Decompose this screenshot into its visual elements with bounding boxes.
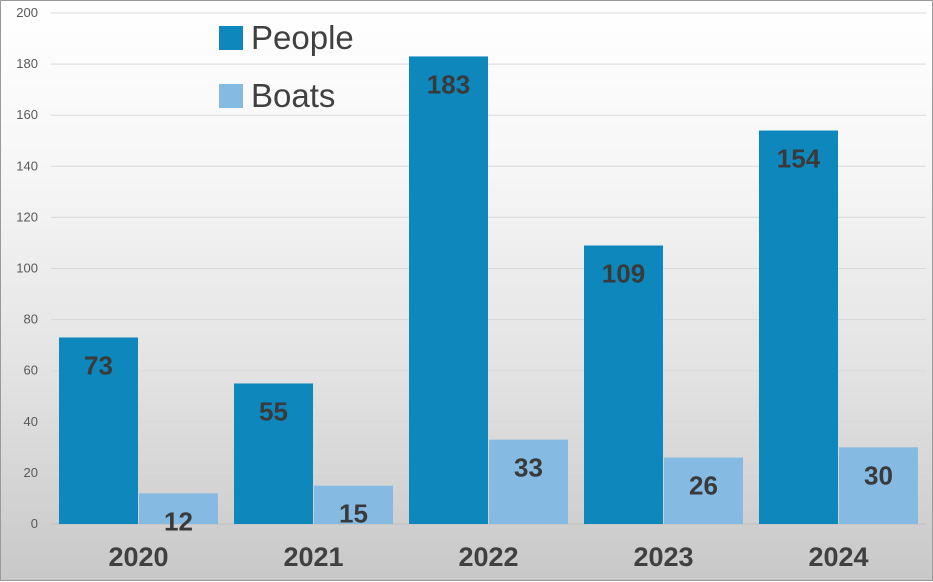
y-tick-label: 120 bbox=[16, 209, 38, 224]
data-labels: 73 12 55 15 183 33 109 26 154 30 bbox=[84, 69, 893, 536]
y-tick-label: 160 bbox=[16, 107, 38, 122]
gridlines bbox=[51, 12, 926, 525]
data-label-people-2024: 154 bbox=[777, 144, 821, 174]
legend-item-boats: Boats bbox=[219, 67, 354, 125]
legend-label-boats: Boats bbox=[251, 77, 336, 114]
y-tick-label: 100 bbox=[16, 261, 38, 276]
data-label-boats-2023: 26 bbox=[689, 471, 718, 501]
bar-people-2022 bbox=[409, 56, 488, 525]
data-label-people-2020: 73 bbox=[84, 350, 113, 380]
bar-boats-2021 bbox=[314, 485, 393, 524]
bar-people-2021 bbox=[234, 383, 313, 524]
x-category-label: 2023 bbox=[633, 542, 693, 572]
legend: People Boats bbox=[219, 9, 354, 125]
data-label-boats-2022: 33 bbox=[514, 453, 543, 483]
x-category-label: 2020 bbox=[108, 542, 168, 572]
y-tick-label: 60 bbox=[24, 363, 38, 378]
legend-swatch-people bbox=[219, 26, 243, 50]
x-category-label: 2024 bbox=[808, 542, 868, 572]
y-tick-label: 40 bbox=[24, 414, 38, 429]
x-category-label: 2022 bbox=[458, 542, 518, 572]
bar-people-2023 bbox=[584, 245, 663, 524]
data-label-people-2023: 109 bbox=[602, 259, 645, 289]
y-axis-tick-labels: 0 20 40 60 80 100 120 140 160 180 200 bbox=[16, 5, 38, 531]
y-tick-label: 80 bbox=[24, 312, 38, 327]
bar-boats-2020 bbox=[139, 493, 218, 524]
y-tick-label: 180 bbox=[16, 56, 38, 71]
y-tick-label: 20 bbox=[24, 465, 38, 480]
legend-swatch-boats bbox=[219, 84, 243, 108]
data-label-people-2021: 55 bbox=[259, 396, 288, 426]
x-axis-category-labels: 2020 2021 2022 2023 2024 bbox=[108, 542, 868, 572]
bar-boats-2023 bbox=[664, 457, 743, 524]
data-label-boats-2020: 12 bbox=[164, 506, 193, 536]
data-label-boats-2021: 15 bbox=[339, 499, 368, 529]
bar-people-2020 bbox=[59, 337, 138, 524]
x-category-label: 2021 bbox=[283, 542, 343, 572]
data-label-people-2022: 183 bbox=[427, 69, 470, 99]
data-label-boats-2024: 30 bbox=[864, 460, 893, 490]
bar-boats-2024 bbox=[839, 447, 918, 524]
bar-people-2024 bbox=[759, 130, 838, 524]
y-tick-label: 0 bbox=[31, 516, 38, 531]
bar-boats-2022 bbox=[489, 439, 568, 524]
bars bbox=[59, 56, 918, 525]
legend-label-people: People bbox=[251, 19, 354, 56]
y-tick-label: 200 bbox=[16, 5, 38, 20]
y-tick-label: 140 bbox=[16, 158, 38, 173]
legend-item-people: People bbox=[219, 9, 354, 67]
